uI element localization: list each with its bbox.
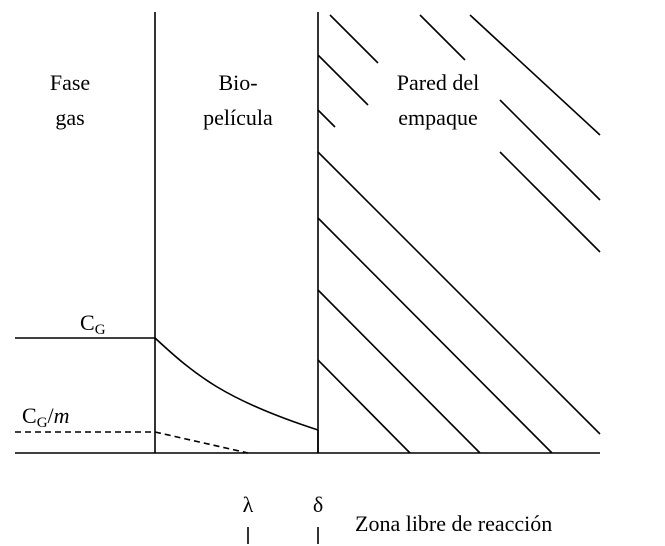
hatch-line — [317, 151, 601, 435]
liquid-concentration-label: CG/m — [22, 403, 70, 431]
hatch-line — [329, 14, 379, 64]
subscript: G — [95, 322, 106, 338]
label-backdrop — [378, 68, 498, 140]
region-label: Fase — [50, 70, 90, 95]
region-label: empaque — [398, 105, 477, 130]
divisor: m — [54, 403, 70, 428]
lambda-label: λ — [243, 492, 254, 517]
dashed-profile — [154, 431, 249, 454]
hatch-line — [499, 99, 601, 201]
region-label: película — [203, 105, 273, 130]
hatch-line — [317, 54, 369, 106]
slash: / — [48, 403, 55, 428]
region-label: Bio- — [218, 70, 257, 95]
hatch-line — [469, 14, 601, 136]
hatch-line — [419, 14, 466, 61]
zone-label: Zona libre de reacción — [355, 511, 552, 536]
symbol: C — [80, 310, 95, 335]
region-label: Pared del — [397, 70, 479, 95]
hatching — [317, 14, 601, 454]
subscript: G — [37, 415, 48, 431]
delta-label: δ — [313, 492, 323, 517]
gas-concentration-label: CG — [80, 310, 106, 338]
hatch-line — [317, 289, 481, 454]
hatch-line — [499, 151, 601, 253]
hatch-line — [317, 109, 336, 128]
hatch-line — [317, 359, 411, 454]
hatch-line — [317, 217, 553, 454]
symbol: C — [22, 403, 37, 428]
biofilm-profile — [154, 337, 319, 431]
region-label: gas — [55, 105, 84, 130]
